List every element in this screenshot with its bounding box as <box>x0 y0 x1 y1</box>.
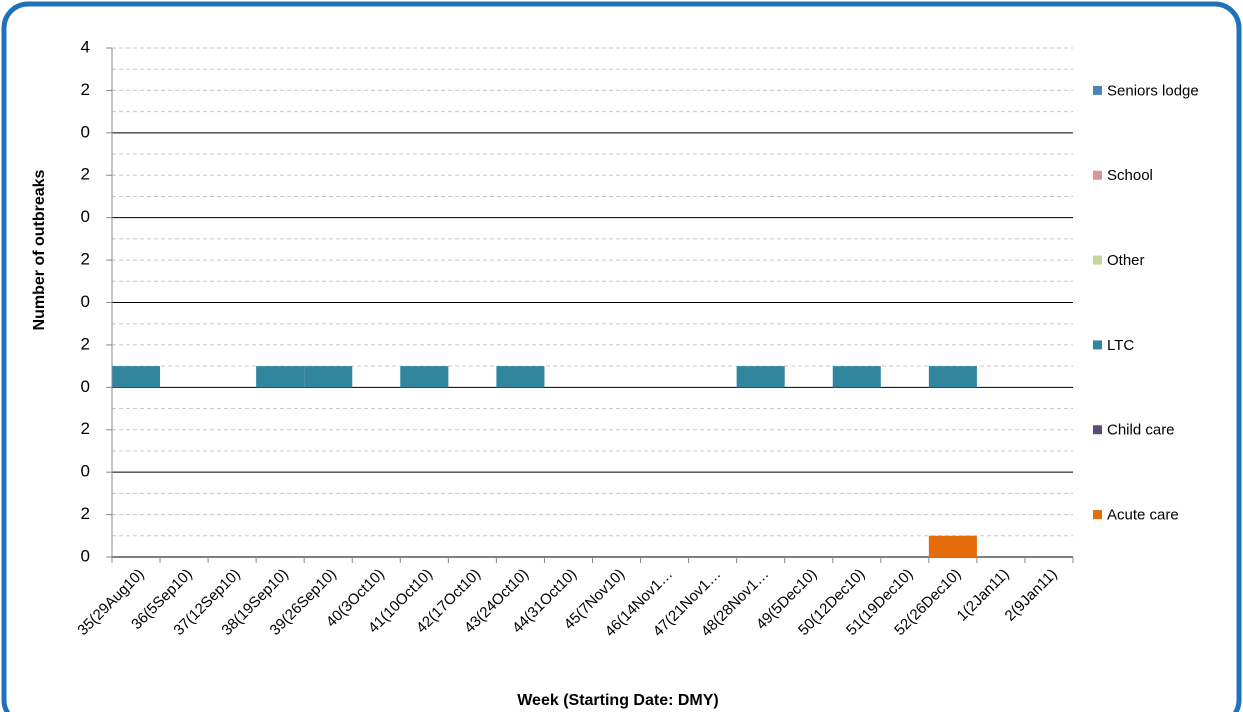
legend-swatch <box>1093 340 1102 350</box>
y-tick-label: 0 <box>81 462 90 481</box>
bar <box>256 366 305 388</box>
bar <box>496 366 545 388</box>
bar <box>832 366 881 388</box>
legend-swatch <box>1093 170 1102 180</box>
x-axis-title: Week (Starting Date: DMY) <box>517 692 719 709</box>
legend-swatch <box>1093 255 1102 265</box>
y-tick-label: 2 <box>81 165 90 184</box>
legend-swatch <box>1093 425 1102 435</box>
y-tick-label: 2 <box>81 334 90 353</box>
legend-label: LTC <box>1107 337 1134 354</box>
legend-label: Child care <box>1107 422 1175 439</box>
bar <box>928 366 977 388</box>
legend-label: Acute care <box>1107 507 1179 524</box>
y-tick-label: 0 <box>81 122 90 141</box>
legend-swatch <box>1093 510 1102 520</box>
bar <box>928 535 977 557</box>
y-tick-label: 2 <box>81 250 90 269</box>
y-tick-label: 2 <box>81 504 90 523</box>
legend-swatch <box>1093 85 1102 95</box>
y-tick-label: 0 <box>81 292 90 311</box>
y-tick-label: 0 <box>81 546 90 565</box>
legend-label: Other <box>1107 252 1145 269</box>
y-tick-label: 4 <box>81 37 90 56</box>
y-tick-label: 0 <box>81 377 90 396</box>
legend-label: School <box>1107 167 1153 184</box>
legend-label: Seniors lodge <box>1107 82 1199 99</box>
y-tick-label: 2 <box>81 419 90 438</box>
bar <box>112 366 161 388</box>
y-axis-title: Number of outbreaks <box>31 169 48 330</box>
y-tick-label: 2 <box>81 80 90 99</box>
bar <box>736 366 785 388</box>
bar <box>304 366 353 388</box>
bar <box>400 366 449 388</box>
y-tick-label: 0 <box>81 207 90 226</box>
